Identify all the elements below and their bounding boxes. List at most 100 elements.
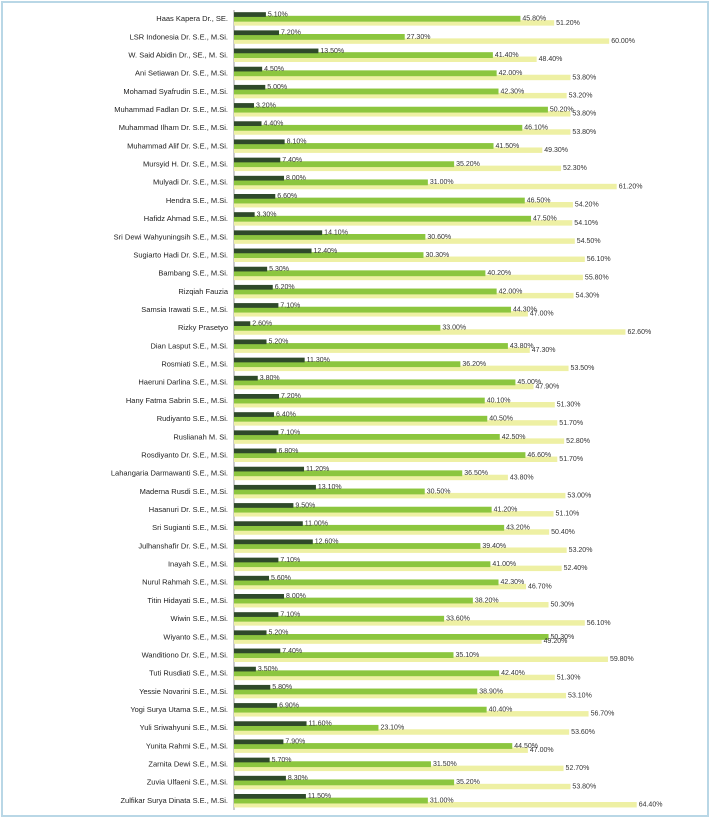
bar [234,797,428,804]
bar [234,703,278,708]
bar [234,729,570,735]
data-label: 56.10% [587,620,611,627]
bar [234,434,500,440]
y-tick-label: Rudiyanto S.E., M.Si. [157,414,228,423]
data-label: 8.10% [287,139,307,146]
y-tick-label: Inayah S.E., M.Si. [168,560,228,569]
data-label: 13.10% [318,484,342,491]
data-label: 53.50% [571,365,595,372]
bar [234,143,494,149]
data-label: 27.30% [407,34,431,41]
bar [234,557,279,563]
bar [234,466,305,472]
data-label: 46.10% [524,125,548,132]
data-label: 53.20% [569,547,593,554]
bar [234,612,279,617]
y-tick-label: Muhammad Ilham Dr. S.E., M.Si. [119,123,228,132]
data-label: 8.30% [288,775,308,782]
y-tick-label: Rizky Prasetyo [178,323,228,332]
bar [234,139,285,145]
data-label: 45.00% [517,379,541,386]
y-tick-label: Ruslianah M. Si. [173,432,228,441]
bar [234,724,379,731]
data-label: 51.30% [557,674,581,681]
bar [234,579,499,586]
data-label: 31.00% [430,797,454,804]
bar [234,106,548,113]
data-label: 11.60% [309,720,332,727]
data-label: 40.40% [489,706,513,713]
bar [234,56,537,62]
bar [234,220,573,226]
data-label: 11.30% [307,357,330,364]
y-tick-label: Hendra S.E., M.Si. [166,196,228,205]
bar [234,111,571,117]
data-label: 7.40% [282,157,302,164]
data-label: 51.70% [559,456,583,463]
data-label: 54.50% [577,238,601,245]
data-label: 30.30% [425,252,449,259]
data-label: 53.80% [572,129,596,136]
data-label: 44.50% [514,743,538,750]
bar [234,288,497,295]
data-label: 7.10% [280,430,300,437]
bar [234,48,319,54]
bar [234,52,493,58]
y-tick-label: Tuti Rusdiati S.E., M.Si. [149,669,228,678]
y-tick-label: Dian Lasput S.E., M.Si. [150,341,228,350]
y-tick-label: Lahangaria Darmawanti S.E., M.Si. [111,469,228,478]
bar [234,412,275,417]
data-label: 31.50% [433,761,457,768]
data-label: 56.10% [587,256,611,263]
bar [234,757,270,763]
data-label: 52.40% [564,565,588,572]
data-label: 59.80% [610,656,634,663]
data-label: 7.20% [281,393,301,400]
data-label: 52.80% [566,438,590,445]
y-tick-label: Wanditiono Dr. S.E., M.Si. [142,650,228,659]
data-label: 33.60% [446,616,470,623]
data-label: 6.80% [279,448,299,455]
y-tick-label: Wiyanto S.E., M.Si. [163,632,228,641]
data-label: 8.00% [286,175,306,182]
data-label: 3.20% [256,102,276,109]
data-label: 52.70% [566,765,590,772]
bar [234,15,521,22]
y-tick-label: Mohamad Syafrudin S.E., M.Si. [123,87,228,96]
data-label: 41.50% [496,143,520,150]
data-label: 41.40% [495,52,519,59]
data-label: 5.20% [269,339,289,346]
data-label: 23.10% [380,725,404,732]
data-label: 5.20% [269,630,289,637]
data-label: 38.20% [475,597,499,604]
bar [234,438,565,444]
data-label: 36.50% [464,470,488,477]
data-label: 6.60% [277,193,297,200]
data-label: 40.10% [487,397,511,404]
data-label: 42.00% [499,70,523,77]
bar [234,415,488,422]
bar [234,602,549,608]
bar [234,303,279,308]
bar [234,238,575,244]
y-tick-label: Mulyadi Dr. S.E., M.Si. [153,178,228,187]
data-label: 44.30% [513,306,537,313]
data-label: 42.00% [499,288,523,295]
bar [234,175,285,181]
bar [234,620,585,626]
data-label: 43.80% [510,343,534,350]
bar [234,652,454,658]
bar [234,324,441,331]
bar [234,524,505,531]
data-label: 53.00% [567,492,591,499]
data-label: 7.40% [282,648,302,655]
data-label: 43.20% [506,525,530,532]
data-label: 6.20% [275,284,295,291]
bar [234,230,323,236]
bar [234,448,277,454]
bar [234,157,281,163]
bar [234,543,481,549]
bar [234,202,573,208]
y-tick-label: Rizqiah Fauzia [178,287,228,296]
data-label: 51.20% [556,20,580,27]
